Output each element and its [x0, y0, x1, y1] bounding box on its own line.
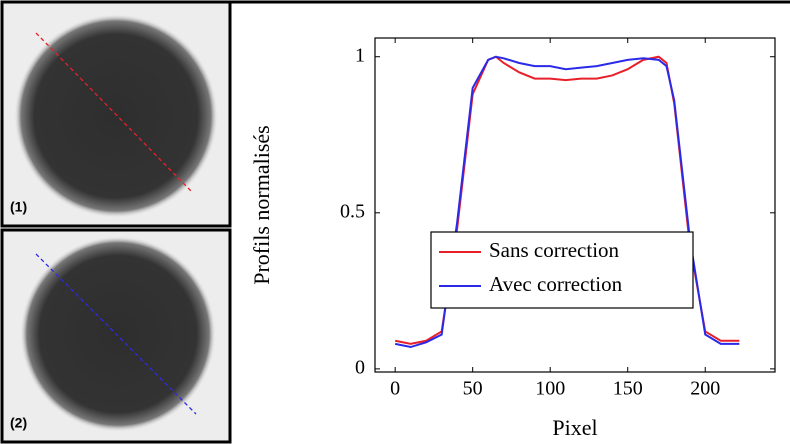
profile-line	[35, 253, 197, 415]
y-tick-label: 1	[355, 44, 365, 66]
y-tick-label: 0.5	[340, 200, 365, 222]
image-panel: (2)	[0, 228, 232, 444]
x-tick-label: 200	[690, 378, 720, 400]
x-tick-label: 150	[613, 378, 643, 400]
legend-label: Sans correction	[489, 238, 620, 262]
x-tick-label: 0	[390, 378, 400, 400]
x-tick-label: 100	[535, 378, 565, 400]
disk	[20, 236, 216, 432]
plot-frame	[374, 37, 776, 373]
y-axis-label: Profils normalisés	[249, 125, 274, 285]
data-line	[394, 55, 740, 349]
legend-label: Avec correction	[489, 272, 623, 296]
image-panel: (1)	[0, 0, 232, 228]
profile-line	[35, 32, 193, 193]
panel-label: (1)	[10, 199, 27, 215]
disk	[14, 14, 218, 218]
x-axis-label: Pixel	[552, 415, 597, 440]
x-tick-label: 50	[463, 378, 483, 400]
legend-box	[430, 231, 694, 309]
panel-label: (2)	[10, 415, 27, 431]
y-tick-label: 0	[355, 356, 365, 378]
